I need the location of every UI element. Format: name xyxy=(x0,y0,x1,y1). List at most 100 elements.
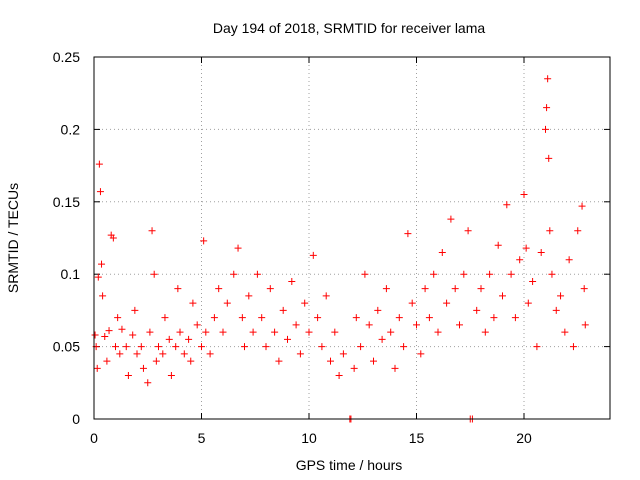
data-point xyxy=(357,343,365,351)
data-point xyxy=(210,314,218,322)
data-point xyxy=(477,285,485,293)
data-point xyxy=(507,270,515,278)
data-point xyxy=(580,285,588,293)
data-point xyxy=(548,270,556,278)
data-point xyxy=(230,270,238,278)
data-point xyxy=(301,299,309,307)
data-point xyxy=(144,379,152,387)
data-point xyxy=(421,285,429,293)
data-point xyxy=(150,270,158,278)
data-point xyxy=(350,364,358,372)
data-point xyxy=(99,292,107,300)
chart-title: Day 194 of 2018, SRMTID for receiver lam… xyxy=(213,20,486,36)
data-point xyxy=(116,350,124,358)
data-point xyxy=(155,343,162,351)
data-point xyxy=(374,306,382,314)
data-point xyxy=(456,321,463,329)
data-point xyxy=(387,328,395,336)
data-point xyxy=(314,314,322,322)
data-point xyxy=(486,270,494,278)
data-point xyxy=(109,234,117,242)
y-tick-label: 0.25 xyxy=(53,49,80,65)
x-tick-label: 0 xyxy=(90,430,98,446)
data-point xyxy=(451,285,459,293)
data-point xyxy=(296,350,304,358)
data-point xyxy=(234,244,242,252)
data-point xyxy=(382,285,390,293)
data-point xyxy=(193,321,201,329)
data-point xyxy=(516,256,524,264)
tick-labels: 0 5 10 15 20 0 0.05 0.1 0.15 0.2 0.25 xyxy=(53,49,532,446)
data-point xyxy=(146,328,154,336)
data-point xyxy=(202,328,210,336)
data-point xyxy=(511,314,519,322)
data-point xyxy=(430,270,438,278)
data-point xyxy=(481,328,489,336)
data-point xyxy=(279,306,287,314)
data-point xyxy=(223,299,231,307)
data-point xyxy=(271,328,279,336)
data-point xyxy=(187,357,195,365)
data-point xyxy=(124,372,132,380)
data-point xyxy=(206,350,214,358)
x-tick-label: 20 xyxy=(516,430,532,446)
data-point xyxy=(93,364,101,372)
data-point xyxy=(103,357,111,365)
data-point xyxy=(180,350,188,358)
data-point xyxy=(275,357,283,365)
data-point xyxy=(339,350,347,358)
y-axis-label: SRMTID / TECUs xyxy=(5,183,21,293)
x-tick-label: 5 xyxy=(198,430,206,446)
data-point xyxy=(331,328,339,336)
data-point xyxy=(447,215,455,223)
data-point xyxy=(185,335,193,343)
data-point xyxy=(105,327,113,335)
data-point xyxy=(219,328,227,336)
data-point xyxy=(520,191,528,199)
data-point xyxy=(438,248,446,256)
data-point xyxy=(569,343,577,351)
data-point xyxy=(174,285,182,293)
data-point xyxy=(473,306,481,314)
data-point xyxy=(434,328,442,336)
data-point xyxy=(574,227,582,235)
data-point xyxy=(249,328,257,336)
data-point xyxy=(425,314,433,322)
data-point xyxy=(557,292,565,300)
data-point xyxy=(537,248,545,256)
data-point xyxy=(413,321,420,329)
data-point xyxy=(118,325,126,333)
data-point xyxy=(148,227,156,235)
data-point xyxy=(245,292,253,300)
data-point xyxy=(361,270,369,278)
data-point xyxy=(395,314,403,322)
data-point xyxy=(96,188,104,196)
data-point xyxy=(417,350,425,358)
data-point xyxy=(129,331,137,339)
y-tick-label: 0.1 xyxy=(61,266,81,282)
data-point xyxy=(552,306,560,314)
data-point xyxy=(198,343,205,351)
data-point xyxy=(165,335,173,343)
y-tick-label: 0.05 xyxy=(53,339,80,355)
data-point xyxy=(335,372,343,380)
data-points xyxy=(91,75,589,423)
data-point xyxy=(200,237,208,245)
data-point xyxy=(542,125,549,133)
data-point xyxy=(98,260,106,268)
data-point xyxy=(545,154,553,162)
data-point xyxy=(238,314,246,322)
data-point xyxy=(241,343,248,351)
data-point xyxy=(533,343,541,351)
data-point xyxy=(167,372,175,380)
y-tick-label: 0.2 xyxy=(61,121,81,137)
x-tick-label: 10 xyxy=(301,430,317,446)
data-point xyxy=(318,343,326,351)
y-tick-label: 0.15 xyxy=(53,194,80,210)
data-point xyxy=(122,343,130,351)
data-point xyxy=(522,244,530,252)
data-point xyxy=(490,314,498,322)
data-point xyxy=(215,285,223,293)
data-point xyxy=(253,270,261,278)
